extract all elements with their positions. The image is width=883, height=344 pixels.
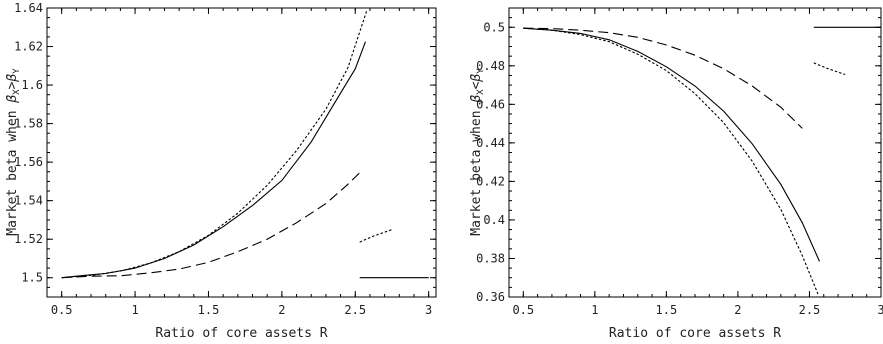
y-axis-title-part: < <box>469 81 484 89</box>
y-tick-label: 1.62 <box>14 40 43 54</box>
y-axis-title-part: β <box>469 74 484 83</box>
y-axis-title-part: X <box>12 89 22 95</box>
y-axis-title-part: Y <box>476 68 486 74</box>
y-tick-label: 1.56 <box>14 155 43 169</box>
x-tick-label: 2 <box>734 303 741 317</box>
x-tick-label: 0.5 <box>51 303 73 317</box>
x-tick-label: 2.5 <box>799 303 821 317</box>
x-tick-label: 1.5 <box>198 303 220 317</box>
y-tick-label: 0.46 <box>476 97 505 111</box>
y-tick-label: 1.64 <box>14 1 43 15</box>
series-solid-line <box>61 41 367 279</box>
x-tick-label: 1 <box>591 303 598 317</box>
series-dashed-line <box>61 172 361 279</box>
y-tick-label: 1.54 <box>14 194 43 208</box>
series-solid-line <box>523 27 821 262</box>
x-tick-label: 2 <box>278 303 285 317</box>
y-axis-title-part: > <box>5 81 20 89</box>
plot-frame <box>508 7 882 298</box>
y-tick-label: 0.44 <box>476 136 505 150</box>
y-tick-label: 1.58 <box>14 117 43 131</box>
x-tick-label: 1.5 <box>656 303 678 317</box>
y-tick-label: 0.48 <box>476 59 505 73</box>
series-dotted-line <box>61 9 368 279</box>
y-axis-title-part: β <box>5 74 20 83</box>
y-axis-title-part: Market beta when <box>469 103 484 236</box>
y-axis-title: Market beta when βX<βY <box>469 68 486 236</box>
series-dashed-line <box>523 27 803 129</box>
plot-frame <box>46 7 437 298</box>
y-axis-title: Market beta when βX>βY <box>5 68 22 236</box>
x-axis-title: Ratio of core assets R <box>155 326 327 341</box>
y-tick-label: 1.5 <box>21 271 43 285</box>
y-tick-label: 0.42 <box>476 174 505 188</box>
series-dotted-line <box>359 229 393 243</box>
left-chart: 0.5 1 1.5 2 2.5 31.51.521.541.561.581.61.621.… <box>5 1 437 341</box>
x-tick-label: 1 <box>131 303 138 317</box>
y-tick-label: 0.36 <box>476 290 505 304</box>
right-chart: 0.5 1 1.5 2 2.5 3 0.36 0.38 0.4 0.42 0.44 0.46 0.48 0… <box>469 7 883 341</box>
y-axis-title-part: Market beta when <box>5 103 20 236</box>
y-tick-label: 1.6 <box>21 78 43 92</box>
y-axis-title-part: Y <box>12 68 22 74</box>
y-axis-title-part: β <box>5 95 20 104</box>
y-tick-label: 0.38 <box>476 251 505 265</box>
y-tick-label: 0.5 <box>483 20 505 34</box>
series-dotted-line <box>813 62 846 76</box>
series-dotted-line <box>523 27 819 295</box>
x-axis-title: Ratio of core assets R <box>609 326 781 341</box>
y-axis-title-part: X <box>476 89 486 95</box>
x-tick-label: 2.5 <box>344 303 366 317</box>
x-tick-label: 3 <box>877 303 883 317</box>
y-axis-title-part: β <box>469 95 484 104</box>
x-tick-label: 0.5 <box>512 303 534 317</box>
x-tick-label: 3 <box>425 303 432 317</box>
y-tick-label: 0.4 <box>483 213 505 227</box>
y-tick-label: 1.52 <box>14 232 43 246</box>
